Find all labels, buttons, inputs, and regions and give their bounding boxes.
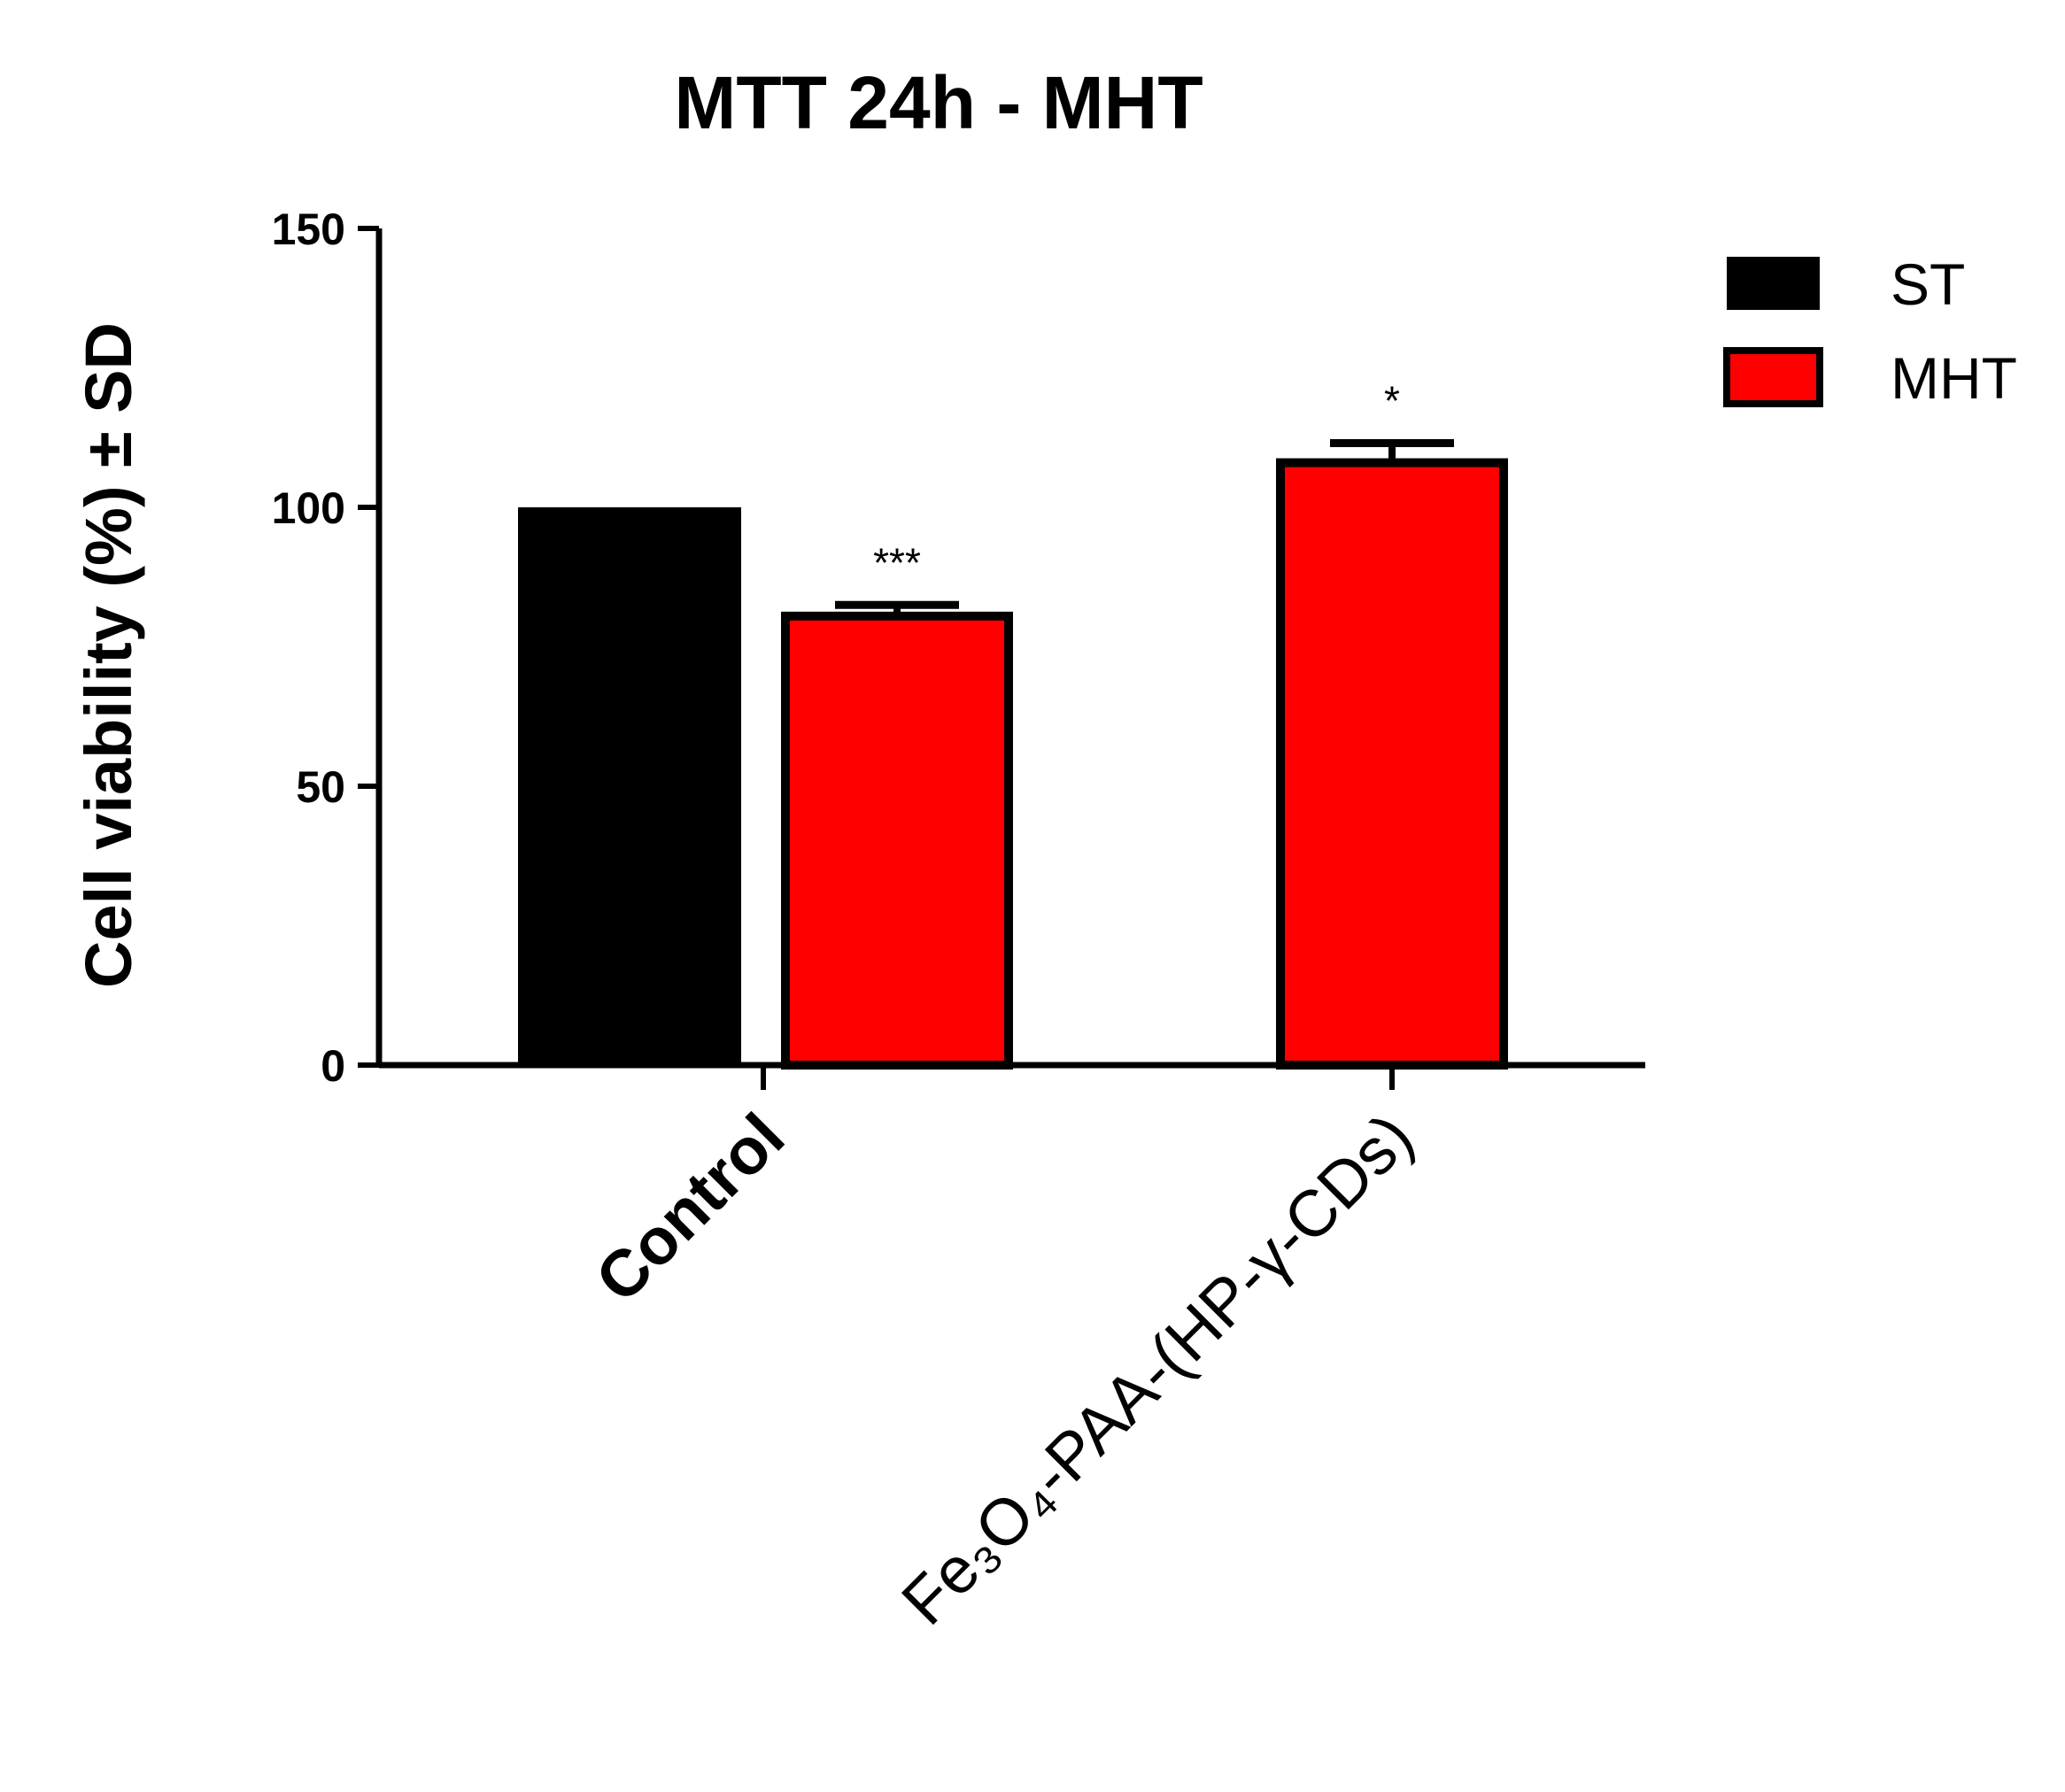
legend-label: MHT bbox=[1891, 345, 2017, 411]
y-axis-label: Cell viability (%) ± SD bbox=[72, 322, 145, 988]
legend-swatch-st bbox=[1727, 257, 1820, 310]
legend-swatch-mht bbox=[1723, 347, 1823, 407]
x-tick-labels: Control Fe₃O₄-PAA-(HP-γ-CDs) bbox=[582, 1100, 1427, 1639]
y-tick-label: 150 bbox=[272, 205, 345, 254]
y-tick-label: 0 bbox=[321, 1041, 345, 1091]
bar-mht bbox=[781, 611, 1013, 1070]
bars: **** bbox=[518, 378, 1508, 1070]
chart-title: MTT 24h - MHT bbox=[674, 61, 1203, 144]
significance-label: *** bbox=[873, 539, 921, 585]
bar-mht bbox=[1276, 458, 1508, 1070]
x-tick-label: Fe₃O₄-PAA-(HP-γ-CDs) bbox=[887, 1100, 1427, 1639]
legend-label: ST bbox=[1891, 251, 1965, 317]
bar-st bbox=[518, 507, 741, 1065]
legend: ST MHT bbox=[1723, 251, 2017, 411]
significance-label: * bbox=[1384, 378, 1400, 424]
y-tick-label: 100 bbox=[272, 483, 345, 533]
x-tick-label: Control bbox=[582, 1100, 799, 1317]
y-tick-label: 50 bbox=[296, 762, 345, 812]
